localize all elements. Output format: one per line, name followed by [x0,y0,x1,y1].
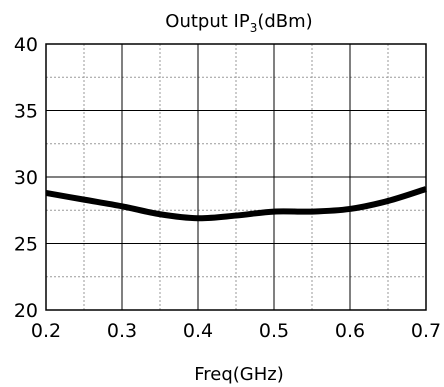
chart-title-suffix: (dBm) [257,11,312,32]
x-tick-label-4: 0.6 [335,320,365,342]
chart-title: Output IP3(dBm) [165,11,312,35]
x-tick-labels: 0.2 0.3 0.4 0.5 0.6 0.7 [31,320,441,342]
x-tick-label-5: 0.7 [411,320,441,342]
chart-title-subscript: 3 [250,21,258,35]
x-tick-label-2: 0.4 [183,320,213,342]
series-line-0 [45,186,427,222]
grid [45,43,427,311]
x-tick-label-0: 0.2 [31,320,61,342]
series-layer [45,186,427,222]
plot-frame [45,43,427,311]
chart-title-main: Output IP [165,11,250,32]
x-tick-label-1: 0.3 [107,320,137,342]
y-tick-labels: 20 25 30 35 40 [14,34,38,322]
y-tick-label-0: 20 [14,300,38,322]
x-axis-title: Freq(GHz) [194,364,284,385]
x-tick-label-3: 0.5 [259,320,289,342]
y-tick-label-4: 40 [14,34,38,56]
y-tick-label-3: 35 [14,101,38,123]
y-tick-label-1: 25 [14,234,38,256]
y-tick-label-2: 30 [14,167,38,189]
